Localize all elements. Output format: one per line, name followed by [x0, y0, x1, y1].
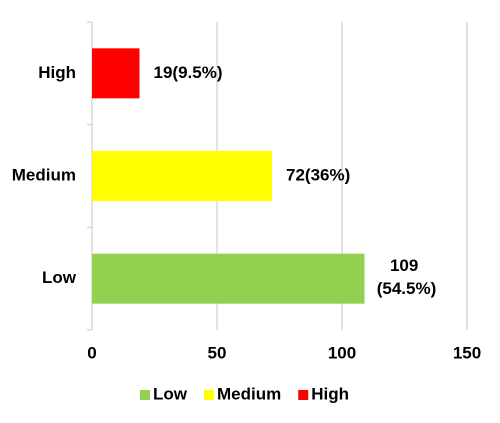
x-tick-label: 50 — [208, 343, 227, 362]
data-label: 19(9.5%) — [154, 63, 223, 82]
bar — [92, 253, 365, 304]
y-tick-label: Low — [42, 268, 77, 287]
legend-swatch — [298, 390, 309, 400]
legend-label: Low — [153, 384, 188, 403]
data-label: 109 (54.5%) — [377, 257, 437, 299]
x-tick-label: 100 — [328, 343, 356, 362]
x-tick-label: 0 — [87, 343, 96, 362]
y-tick-label: High — [38, 63, 76, 82]
bar — [92, 48, 140, 99]
legend-swatch — [140, 390, 150, 400]
data-label: 72(36%) — [286, 165, 350, 184]
x-tick-label: 150 — [453, 343, 481, 362]
legend-swatch — [204, 390, 214, 400]
legend-label: High — [311, 384, 349, 403]
bar — [92, 151, 272, 201]
data-label-line: 109 — [390, 257, 423, 276]
data-label-line: (54.5%) — [377, 280, 437, 299]
legend-label: Medium — [217, 384, 281, 403]
legend: Low Medium High — [140, 384, 349, 403]
y-tick-label: Medium — [12, 165, 76, 184]
